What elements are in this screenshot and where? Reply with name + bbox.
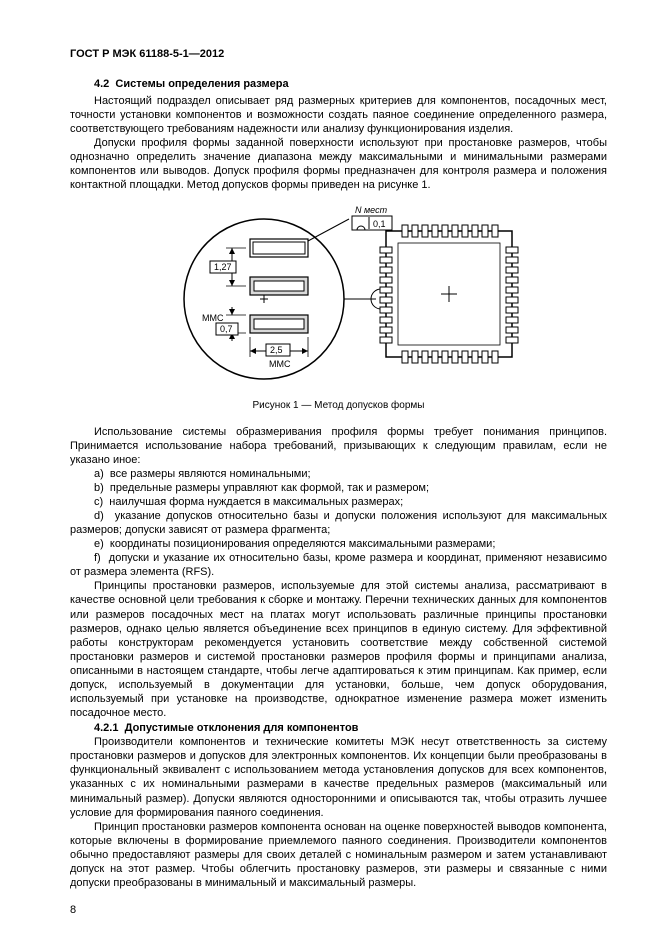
fig-dim-2: 0,7 xyxy=(220,324,233,334)
subsection-title: 4.2.1 Допустимые отклонения для компонен… xyxy=(70,722,607,734)
list-item-b: b) предельные размеры управляют как форм… xyxy=(70,481,607,495)
paragraph-6: Принцип простановки размеров компонента … xyxy=(70,820,607,890)
fig-dim-3: 2,5 xyxy=(270,345,283,355)
page: ГОСТ Р МЭК 61188-5-1—2012 4.2 Системы оп… xyxy=(0,0,661,936)
list-item-c: c) наилучшая форма нуждается в максималь… xyxy=(70,495,607,509)
figure-svg: N мест 0,1 1,27 MMC xyxy=(154,199,524,389)
list-item-d: d) указание допусков относительно базы и… xyxy=(70,509,607,537)
paragraph-5: Производители компонентов и технические … xyxy=(70,735,607,819)
paragraph-4: Принципы простановки размеров, используе… xyxy=(70,579,607,720)
figure-1: N мест 0,1 1,27 MMC xyxy=(70,199,607,392)
paragraph-2: Допуски профиля формы заданной поверхнос… xyxy=(70,136,607,192)
paragraph-3: Использование системы образмеривания про… xyxy=(70,425,607,467)
section-number: 4.2 xyxy=(94,78,109,90)
list-item-f: f) допуски и указание их относительно ба… xyxy=(70,551,607,579)
subsection-title-text: Допустимые отклонения для компонентов xyxy=(125,722,359,734)
section-title: 4.2 Системы определения размера xyxy=(70,78,607,90)
page-number: 8 xyxy=(70,904,76,916)
subsection-number: 4.2.1 xyxy=(94,722,118,734)
list-item-a: a) все размеры являются номинальными; xyxy=(70,467,607,481)
fig-dim-1: 1,27 xyxy=(214,262,232,272)
fig-tol-value: 0,1 xyxy=(373,219,386,229)
fig-mmc-below: MMC xyxy=(269,359,291,369)
fig-label-nmest: N мест xyxy=(355,205,388,215)
fig-mmc-label: MMC xyxy=(202,313,224,323)
document-header: ГОСТ Р МЭК 61188-5-1—2012 xyxy=(70,48,607,60)
list-item-e: e) координаты позиционирования определяю… xyxy=(70,537,607,551)
paragraph-1: Настоящий подраздел описывает ряд размер… xyxy=(70,94,607,136)
figure-caption: Рисунок 1 — Метод допусков формы xyxy=(70,400,607,411)
section-title-text: Системы определения размера xyxy=(115,78,288,90)
